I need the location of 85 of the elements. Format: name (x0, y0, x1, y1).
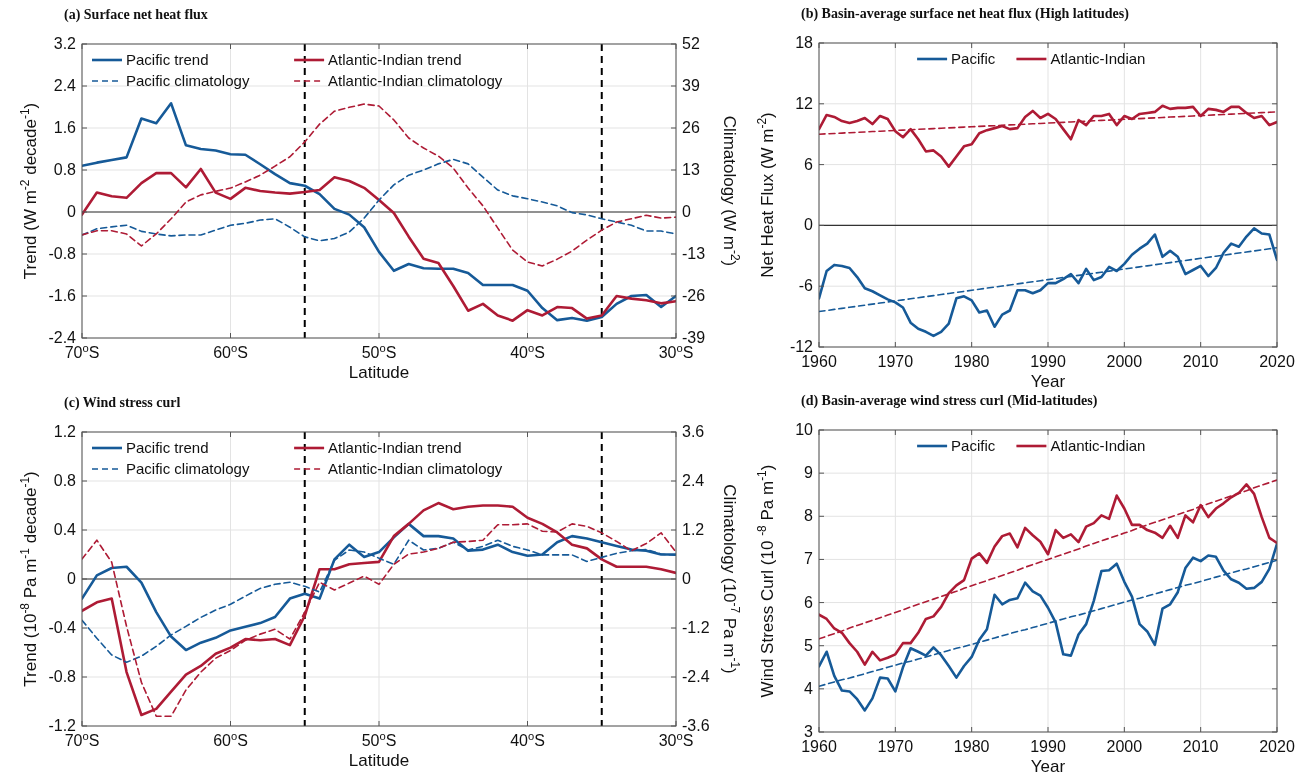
y2-tick-label: 0 (682, 570, 691, 587)
y-tick-label: -6 (798, 277, 814, 295)
x-tick-label: 50$^{o}$S (361, 730, 397, 749)
chart-title: (b) Basin-average surface net heat flux (High latitudes) (801, 6, 1130, 22)
legend-label: Atlantic-Indian climatology (328, 72, 503, 89)
y2-tick-label: 26 (682, 119, 700, 136)
y-tick-label: -12 (789, 338, 814, 355)
y-tick-label: 3 (804, 723, 814, 740)
y-tick-label: 6 (804, 155, 814, 173)
y2-tick-label: 3.6 (682, 423, 705, 440)
line-series (819, 483, 1277, 666)
x-tick-label: 1970 (877, 738, 914, 755)
x-tick-label: 2020 (1259, 353, 1295, 370)
y-tick-label: 3.2 (53, 35, 77, 52)
y2-tick-label: 52 (682, 35, 700, 52)
x-tick-label: 50$^{o}$S (361, 342, 397, 361)
y-tick-label: 10 (795, 421, 814, 438)
x-tick-label: 2010 (1182, 353, 1219, 370)
y-tick-label: 0.8 (53, 472, 77, 489)
y-tick-label: 6 (804, 593, 814, 611)
x-tick-label: 60$^{o}$S (213, 730, 248, 749)
x-tick-label: 1990 (1030, 738, 1066, 755)
y2-tick-label: -2.4 (682, 668, 710, 685)
legend-label: Pacific climatology (126, 460, 250, 477)
legend-label: Pacific (951, 50, 996, 67)
x-tick-label: 60$^{o}$S (213, 342, 248, 361)
y-tick-label: -0.8 (48, 245, 77, 262)
y-tick-label: 0 (67, 570, 77, 587)
x-tick-label: 2000 (1106, 353, 1143, 370)
x-axis-title: Latitude (348, 363, 410, 382)
x-tick-label: 40$^{o}$S (510, 730, 545, 749)
legend-label: Pacific (951, 437, 996, 454)
legend-label: Pacific climatology (126, 72, 250, 89)
y-tick-label: 0 (804, 216, 814, 234)
y2-tick-label: 39 (682, 77, 700, 94)
y-tick-label: 4 (804, 679, 814, 697)
legend-label: Pacific trend (126, 439, 209, 456)
legend-label: Atlantic-Indian trend (328, 51, 462, 68)
x-tick-label: 1960 (801, 353, 837, 370)
line-series (819, 104, 1277, 168)
legend-label: Atlantic-Indian (1050, 437, 1146, 454)
x-tick-label: 40$^{o}$S (510, 342, 545, 361)
x-tick-label: 1960 (801, 738, 837, 755)
y-tick-label: 5 (804, 636, 814, 654)
legend-label: Atlantic-Indian trend (328, 439, 462, 456)
y-tick-label: 18 (795, 34, 814, 51)
x-tick-label: 1980 (953, 353, 990, 370)
x-tick-label: 1970 (877, 353, 914, 370)
x-axis-title: Latitude (348, 751, 410, 770)
x-axis-title: Year (1030, 372, 1066, 391)
x-tick-label: 2020 (1259, 738, 1295, 755)
y2-tick-label: 2.4 (682, 472, 705, 489)
y-tick-label: 0.4 (53, 521, 77, 538)
x-tick-label: 2010 (1182, 738, 1219, 755)
chart-title: (c) Wind stress curl (64, 395, 181, 411)
x-tick-label: 1990 (1030, 353, 1066, 370)
line-series (819, 542, 1277, 712)
line-series (82, 102, 676, 322)
y2-tick-label: 1.2 (682, 521, 705, 538)
chart-title: (a) Surface net heat flux (64, 7, 208, 23)
y-tick-label: -0.4 (48, 619, 77, 636)
y-tick-label: 7 (804, 550, 814, 568)
line-series (819, 227, 1277, 338)
y2-tick-label: -13 (682, 245, 706, 262)
y-tick-label: 12 (795, 94, 814, 112)
x-axis-title: Year (1030, 757, 1066, 776)
x-tick-label: 2000 (1106, 738, 1143, 755)
legend-label: Pacific trend (126, 51, 209, 68)
chart-title: (d) Basin-average wind stress curl (Mid-latitudes) (801, 393, 1098, 409)
y-tick-label: 9 (804, 464, 814, 482)
y-tick-label: 0.8 (53, 161, 77, 178)
y-tick-label: -0.8 (48, 668, 77, 685)
y-tick-label: 8 (804, 507, 814, 525)
legend-label: Atlantic-Indian climatology (328, 460, 503, 477)
y2-tick-label: -26 (682, 287, 706, 304)
y2-tick-label: 13 (682, 161, 700, 178)
y-tick-label: 1.6 (53, 119, 77, 136)
y-tick-label: 0 (67, 203, 77, 220)
y-tick-label: 1.2 (53, 423, 77, 440)
y-tick-label: 2.4 (53, 77, 77, 94)
y2-tick-label: -1.2 (682, 619, 710, 636)
x-tick-label: 1980 (953, 738, 990, 755)
legend-label: Atlantic-Indian (1050, 50, 1146, 67)
y-tick-label: -1.6 (48, 287, 77, 304)
y2-tick-label: 0 (682, 203, 691, 220)
